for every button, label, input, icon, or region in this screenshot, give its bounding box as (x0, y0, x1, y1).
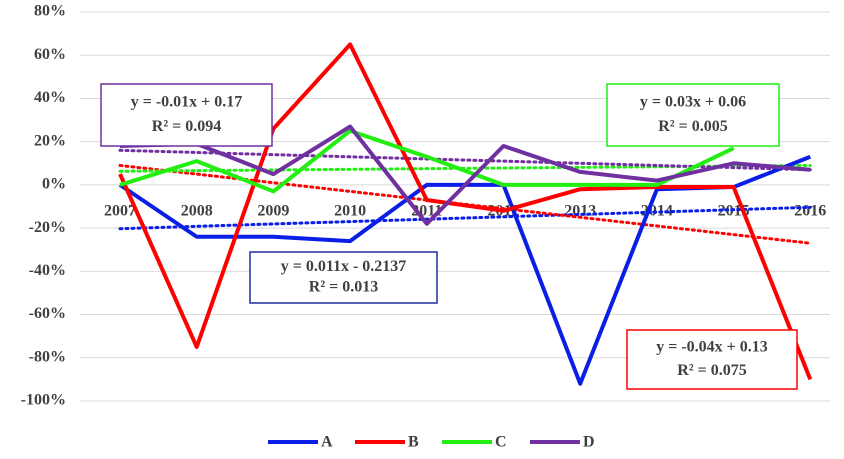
legend-label: B (408, 434, 419, 451)
series-line (119, 124, 811, 226)
series-line (118, 42, 813, 381)
trendline-equation: y = 0.03x + 0.06 (640, 93, 746, 110)
legend-label: D (583, 434, 595, 451)
annotation-box (100, 83, 273, 147)
series-line (119, 128, 735, 194)
y-tick-label: 20% (34, 132, 66, 149)
trendline-equation: y = 0.011x - 0.2137 (281, 258, 407, 275)
annotation-box (626, 329, 798, 390)
y-tick-label: 60% (34, 46, 66, 63)
x-tick-label: 2008 (181, 203, 213, 220)
legend-label: C (495, 434, 507, 451)
annotation-box (249, 251, 438, 304)
y-tick-label: -100% (21, 392, 66, 409)
y-tick-label: -60% (29, 305, 66, 322)
y-tick-label: -80% (29, 348, 66, 365)
trendline-equation: y = -0.01x + 0.17 (131, 93, 243, 110)
y-tick-label: -20% (29, 219, 66, 236)
trendline-r2: R² = 0.075 (677, 362, 746, 379)
trendline (118, 205, 812, 231)
y-tick-label: 80% (34, 3, 66, 20)
legend-label: A (321, 434, 333, 451)
trendline-r2: R² = 0.005 (658, 118, 727, 135)
trendline-equation: y = -0.04x + 0.13 (656, 338, 768, 355)
annotation-box (606, 83, 780, 147)
x-tick-label: 2016 (794, 203, 826, 220)
trendline-r2: R² = 0.013 (309, 278, 378, 295)
x-tick-label: 2010 (334, 203, 366, 220)
trendline-r2: R² = 0.094 (152, 118, 221, 135)
x-tick-label: 2009 (257, 203, 289, 220)
y-tick-label: -40% (29, 262, 66, 279)
x-tick-label: 2007 (104, 203, 136, 220)
y-tick-label: 40% (34, 89, 66, 106)
y-tick-label: 0% (42, 176, 66, 193)
